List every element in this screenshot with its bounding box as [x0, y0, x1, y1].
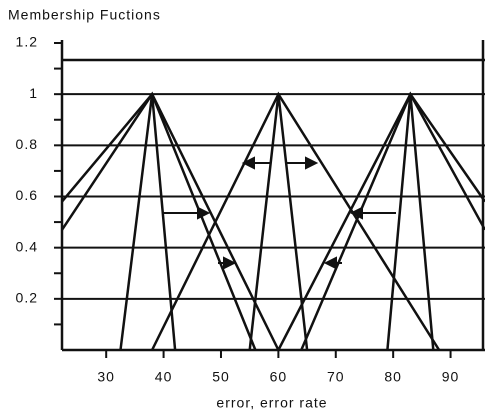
arrows — [162, 156, 396, 270]
membership-line — [277, 91, 485, 351]
x-tick-label: 70 — [327, 369, 345, 385]
x-tick-label: 30 — [97, 369, 115, 385]
membership-line — [150, 91, 441, 351]
x-tick-label: 80 — [384, 369, 402, 385]
chart-title: Membership Fuctions — [8, 7, 161, 23]
membership-line — [61, 91, 280, 351]
membership-line — [60, 91, 257, 351]
y-tick-label: 0.2 — [16, 290, 38, 306]
x-tick-label: 50 — [212, 369, 230, 385]
y-tick-label: 1 — [29, 85, 38, 101]
membership-line — [300, 91, 485, 351]
membership-line — [248, 94, 309, 351]
x-tick-label: 40 — [155, 369, 173, 385]
membership-line — [386, 94, 435, 351]
x-tick-label: 60 — [270, 369, 288, 385]
y-tick-label: 0.8 — [16, 136, 38, 152]
y-tick-label: 0.6 — [16, 187, 38, 203]
x-tick-label: 90 — [442, 369, 460, 385]
y-tick-label: 0.4 — [16, 238, 38, 254]
x-axis-label: error, error rate — [216, 395, 327, 411]
y-tick-label: 1.2 — [16, 34, 38, 50]
